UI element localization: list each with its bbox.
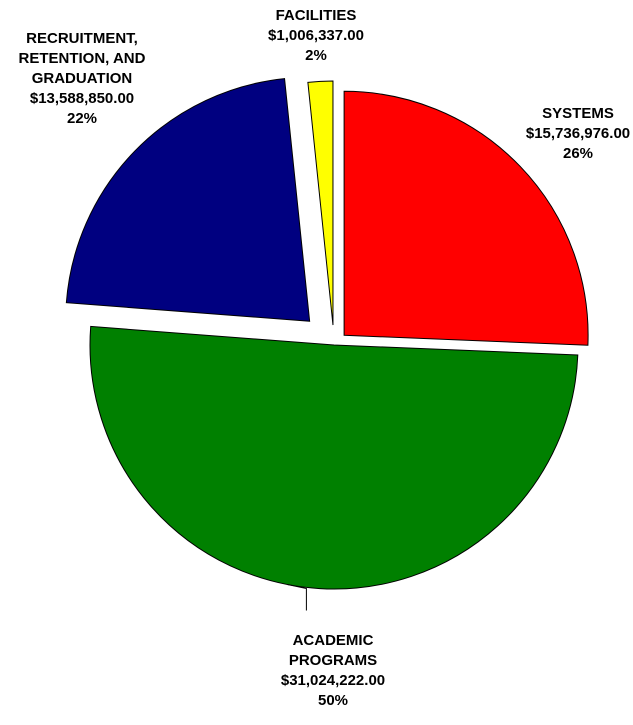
amount-label: $13,588,850.00 bbox=[30, 90, 134, 107]
amount-label: $31,024,222.00 bbox=[281, 672, 385, 689]
percent-label: 2% bbox=[305, 47, 327, 64]
pie-slice-systems bbox=[343, 90, 589, 346]
amount-label: $1,006,337.00 bbox=[268, 27, 364, 44]
category-label: ACADEMIC bbox=[293, 632, 374, 649]
data-label-systems: SYSTEMS $15,736,976.00 26% bbox=[526, 105, 630, 162]
category-label: RECRUITMENT, bbox=[26, 30, 138, 47]
data-label-recruitment-retention-and-graduation: RECRUITMENT, RETENTION, AND GRADUATION $13,… bbox=[19, 30, 146, 127]
category-label: PROGRAMS bbox=[289, 652, 377, 669]
percent-label: 22% bbox=[67, 110, 97, 127]
category-label: GRADUATION bbox=[32, 70, 133, 87]
pie-slice-recruitment-retention-and-graduation bbox=[65, 78, 311, 322]
data-label-academic-programs: ACADEMIC PROGRAMS $31,024,222.00 50% bbox=[281, 632, 385, 709]
pie-slice-academic-programs bbox=[89, 325, 579, 590]
percent-label: 26% bbox=[563, 145, 593, 162]
percent-label: 50% bbox=[318, 692, 348, 709]
category-label: FACILITIES bbox=[276, 7, 357, 24]
pie-slice-facilities bbox=[307, 80, 334, 326]
category-label: SYSTEMS bbox=[542, 105, 614, 122]
category-label: RETENTION, AND bbox=[19, 50, 146, 67]
data-label-facilities: FACILITIES $1,006,337.00 2% bbox=[268, 7, 364, 64]
amount-label: $15,736,976.00 bbox=[526, 125, 630, 142]
leader-line-academic-programs bbox=[287, 584, 307, 611]
